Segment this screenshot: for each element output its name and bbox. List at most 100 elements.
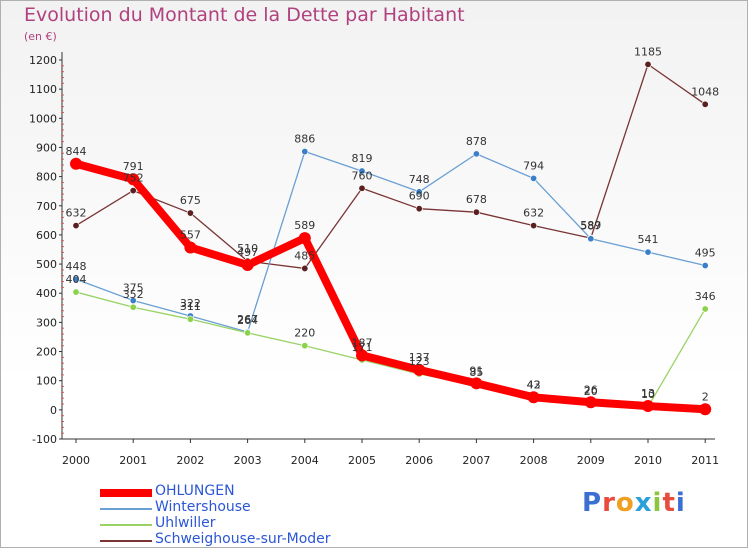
data-label: 1185 [634, 45, 662, 58]
logo-letter: r [602, 488, 616, 518]
data-label: 375 [123, 282, 144, 295]
data-label: 264 [237, 314, 258, 327]
x-tick-label: 2011 [691, 454, 719, 467]
data-point [358, 167, 366, 175]
legend-swatch [100, 540, 152, 542]
data-point [129, 303, 137, 311]
data-point [472, 208, 480, 216]
data-point [186, 209, 194, 217]
data-label: 678 [466, 193, 487, 206]
data-label: 589 [294, 219, 315, 232]
data-label: 752 [123, 172, 144, 185]
y-tick-label: 100 [36, 375, 57, 388]
x-tick-label: 2008 [520, 454, 548, 467]
x-tick-label: 2005 [348, 454, 376, 467]
data-point [129, 187, 137, 195]
legend-swatch [100, 508, 152, 510]
series-line-3 [75, 63, 706, 270]
series-line-0 [72, 159, 710, 414]
data-point [129, 297, 137, 305]
data-label: 485 [294, 249, 315, 262]
data-point [584, 396, 597, 409]
data-label: 20 [584, 385, 598, 398]
y-tick-label: 700 [36, 200, 57, 213]
legend-item: Wintershouse [100, 499, 400, 516]
data-label: 878 [466, 135, 487, 148]
data-label: 85 [469, 366, 483, 379]
y-tick-label: 1000 [29, 112, 57, 125]
data-label: 352 [123, 288, 144, 301]
legend-label: OHLUNGEN [155, 483, 235, 499]
data-label: 13 [641, 387, 655, 400]
data-label: 404 [66, 273, 87, 286]
data-label: 91 [469, 364, 483, 377]
legend-swatch [100, 524, 152, 526]
logo-letter: i [652, 488, 663, 518]
data-label: 187 [352, 336, 373, 349]
data-label: 1048 [691, 85, 719, 98]
data-point [241, 258, 254, 271]
data-label: 42 [527, 379, 541, 392]
data-point [415, 188, 423, 196]
x-tick-label: 2009 [577, 454, 605, 467]
x-tick-label: 2004 [291, 454, 319, 467]
y-tick-label: 900 [36, 141, 57, 154]
data-point [72, 222, 80, 230]
data-label: 748 [409, 173, 430, 186]
data-point [527, 391, 540, 404]
data-point [701, 305, 709, 313]
data-label: 541 [638, 233, 659, 246]
y-tick-label: 400 [36, 287, 57, 300]
data-label: 589 [580, 219, 601, 232]
legend-swatch [100, 489, 152, 497]
data-point [644, 248, 652, 256]
logo-letter: o [615, 488, 635, 518]
data-point [644, 60, 652, 68]
x-tick-label: 2007 [462, 454, 490, 467]
series-line-2 [75, 291, 706, 408]
y-tick-label: 800 [36, 171, 57, 184]
series-line-1 [75, 150, 706, 333]
data-label: 10 [641, 388, 655, 401]
logo-letter: i [675, 488, 686, 518]
y-tick-label: 1200 [29, 54, 57, 67]
data-point [358, 184, 366, 192]
data-label: 819 [352, 152, 373, 165]
legend-label: Wintershouse [155, 499, 251, 515]
x-tick-label: 2003 [234, 454, 262, 467]
chart-title: Evolution du Montant de la Dette par Hab… [24, 4, 465, 26]
data-point [701, 100, 709, 108]
data-label: 171 [352, 341, 373, 354]
x-tick-label: 2006 [405, 454, 433, 467]
data-point [127, 173, 140, 186]
legend-label: Uhlwiller [155, 515, 216, 531]
data-label: 220 [294, 327, 315, 340]
logo-letter: t [662, 488, 676, 518]
data-point [186, 315, 194, 323]
data-point [301, 148, 309, 156]
data-point [470, 377, 483, 390]
chart-unit: (en €) [24, 30, 57, 43]
data-label: 632 [523, 207, 544, 220]
data-point [184, 241, 197, 254]
data-point [244, 329, 252, 337]
legend-item: OHLUNGEN [100, 483, 400, 500]
legend: OHLUNGEN Wintershouse Uhlwiller Schweighous… [100, 483, 400, 548]
data-label: 510 [237, 242, 258, 255]
data-point [472, 150, 480, 158]
data-point [530, 174, 538, 182]
data-label: 587 [580, 220, 601, 233]
x-tick-label: 2002 [176, 454, 204, 467]
data-label: 346 [695, 290, 716, 303]
x-tick-label: 2010 [634, 454, 662, 467]
data-label: 791 [123, 160, 144, 173]
data-point [587, 235, 595, 243]
data-label: 311 [180, 300, 201, 313]
data-label: 137 [409, 351, 430, 364]
y-tick-label: 600 [36, 229, 57, 242]
data-point [301, 264, 309, 272]
data-point [413, 363, 426, 376]
data-label: 844 [66, 145, 87, 158]
data-label: 557 [180, 228, 201, 241]
